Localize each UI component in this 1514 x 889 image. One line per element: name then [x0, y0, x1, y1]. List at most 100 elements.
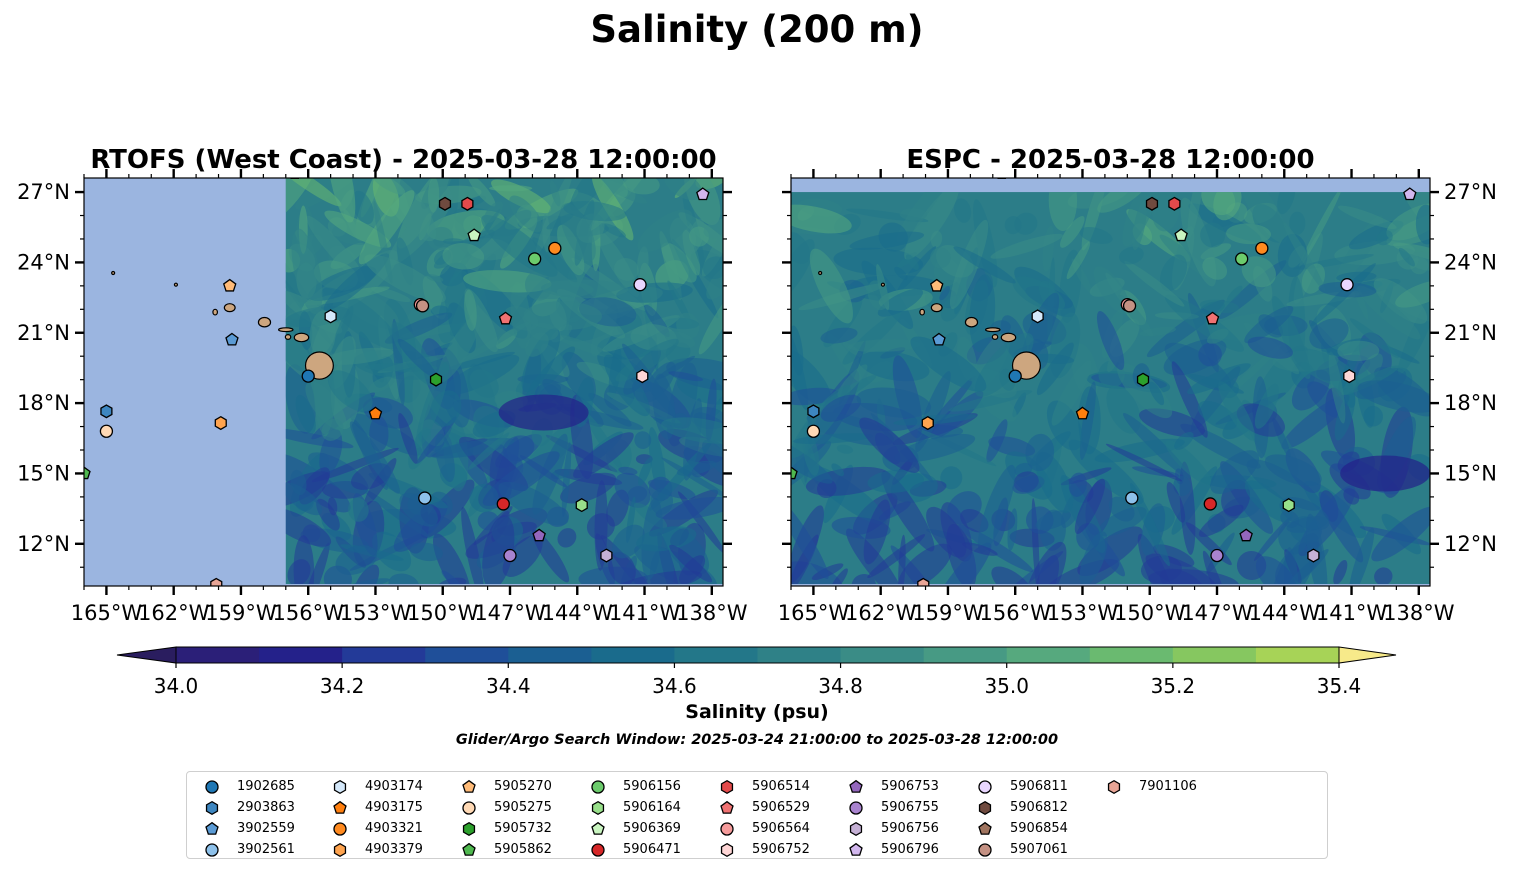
legend-marker: [978, 842, 992, 857]
marker-5906471: [496, 497, 510, 511]
x-tick-label: 162°W: [845, 601, 917, 625]
marker-5906755: [1210, 548, 1224, 563]
colorbar-segment: [923, 647, 1008, 663]
x-tick-label: 159°W: [205, 601, 277, 625]
y-tick-label: 18°N: [1444, 391, 1497, 415]
marker-4903175: [1075, 406, 1090, 420]
legend-label: 4903174: [365, 779, 423, 794]
marker-5906164: [1282, 498, 1295, 513]
y-tick-label: 21°N: [1444, 321, 1497, 345]
axis-ticks: [782, 169, 1439, 595]
legend-marker: [720, 800, 734, 814]
y-tick-label: 24°N: [1444, 250, 1497, 274]
marker-5905862: [791, 466, 798, 480]
legend-entry: 5906369: [585, 818, 681, 839]
map-panel-1: 165°W162°W159°W156°W153°W150°W147°W144°W…: [17, 145, 748, 625]
marker-5906752: [1343, 369, 1356, 384]
legend-entry: 5906753: [843, 776, 939, 797]
island-nihoa: [880, 282, 886, 287]
legend-entry: 5906514: [714, 776, 810, 797]
colorbar-tick-label: 34.8: [818, 674, 863, 698]
legend-marker: [591, 821, 605, 835]
colorbar-tick-label: 34.6: [652, 674, 697, 698]
colorbar-segment: [259, 647, 343, 663]
axis-ticks: [75, 169, 732, 595]
x-tick-label: 150°W: [1114, 601, 1186, 625]
legend-label: 7901106: [1139, 779, 1197, 794]
legend-entry: 1902685: [199, 776, 295, 797]
legend-label: 5906811: [1010, 779, 1068, 794]
marker-3902559: [225, 332, 239, 346]
marker-5906755: [503, 548, 517, 563]
legend-label: 5906471: [623, 842, 681, 857]
y-tick-label: 24°N: [17, 250, 70, 274]
legend-entry: 5906796: [843, 839, 939, 860]
float-markers: [84, 178, 710, 586]
colorbar-segment: [1006, 647, 1091, 663]
legend-marker: [462, 800, 476, 815]
legend-marker: [591, 842, 605, 857]
legend-label: 1902685: [237, 779, 295, 794]
colorbar-segment: [176, 647, 260, 663]
legend-marker-pentagon-icon: [462, 842, 476, 856]
marker-7901106: [210, 577, 223, 586]
y-tick-label: 27°N: [1444, 180, 1497, 204]
x-tick-label: 162°W: [138, 601, 210, 625]
legend-marker: [1107, 779, 1121, 794]
marker-5906811: [1340, 278, 1354, 292]
legend-label: 4903379: [365, 842, 423, 857]
legend-label: 5906156: [623, 779, 681, 794]
marker-4903321: [548, 241, 562, 255]
legend-column: 1902685 2903863 3902559 3902561: [199, 776, 295, 860]
float-markers: [791, 178, 1417, 586]
marker-4903321: [1255, 241, 1269, 255]
y-tick-label: 15°N: [1444, 461, 1497, 485]
island-necker: [111, 270, 116, 276]
x-tick-label: 156°W: [980, 601, 1052, 625]
legend-marker: [978, 821, 992, 835]
island-kauai: [930, 303, 943, 313]
legend-entry: 5906756: [843, 818, 939, 839]
marker-5906369: [1174, 228, 1188, 242]
legend-marker-hexagon-icon: [720, 842, 734, 857]
island-necker: [818, 270, 823, 276]
legend-marker-circle-icon: [205, 842, 219, 857]
map-frame: [83, 177, 724, 587]
legend-marker-pentagon-icon: [462, 779, 476, 793]
marker-3902561: [418, 491, 432, 505]
legend-column: 7901106: [1101, 776, 1197, 797]
island-niihau: [919, 308, 926, 316]
marker-3902561: [1125, 491, 1139, 505]
colorbar-segment: [591, 647, 675, 663]
marker-4903174: [1031, 309, 1044, 324]
legend-entry: 5905732: [456, 818, 552, 839]
legend-entry: 5906811: [972, 776, 1068, 797]
marker-5906796: [1403, 187, 1417, 201]
colorbar-extend-min: [116, 646, 177, 664]
legend-marker-circle-icon: [205, 779, 219, 794]
legend-marker-pentagon-icon: [849, 842, 863, 856]
legend-entry: 4903174: [327, 776, 423, 797]
colorbar-segment: [508, 647, 592, 663]
marker-4903175: [368, 406, 383, 420]
legend-label: 5906529: [752, 800, 810, 815]
marker-5905732: [429, 372, 443, 387]
colorbar-segment: [674, 647, 758, 663]
legend-marker-circle-icon: [978, 779, 992, 794]
legend-marker-circle-icon: [333, 821, 347, 836]
legend-entry: 5906812: [972, 797, 1068, 818]
island-kauai: [223, 303, 236, 313]
legend-marker: [333, 821, 347, 836]
legend-entry: 5906752: [714, 839, 810, 860]
marker-5905275: [99, 424, 114, 438]
x-tick-label: 144°W: [542, 601, 614, 625]
map-panel-2: 165°W162°W159°W156°W153°W150°W147°W144°W…: [778, 145, 1497, 625]
x-tick-label: 153°W: [340, 601, 412, 625]
legend-label: 2903863: [237, 800, 295, 815]
marker-1902685: [301, 369, 315, 383]
island-oahu: [964, 316, 979, 328]
marker-5906156: [528, 252, 542, 266]
legend-marker-hexagon-icon: [333, 842, 347, 857]
x-tick-label: 165°W: [778, 601, 850, 625]
x-tick-label: 147°W: [474, 601, 546, 625]
